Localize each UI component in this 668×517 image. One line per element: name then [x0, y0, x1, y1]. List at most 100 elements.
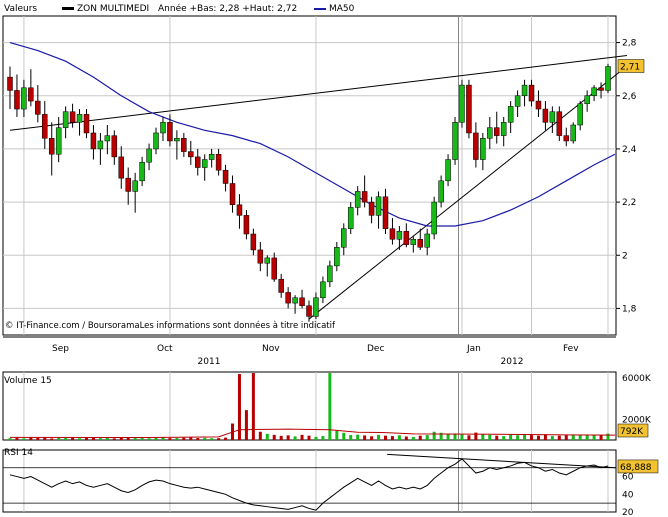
- candle-body: [361, 191, 368, 203]
- candle-body: [125, 177, 131, 192]
- volume-bar: [335, 430, 339, 440]
- candle-body: [480, 138, 486, 160]
- candle-body: [278, 278, 284, 293]
- volume-bar: [377, 434, 381, 440]
- candle-body: [215, 153, 222, 171]
- volume-bar: [293, 436, 297, 440]
- candle-body: [549, 111, 556, 123]
- price-tick-label: 2,8: [622, 39, 637, 49]
- candle-body: [104, 135, 111, 142]
- candle-body: [424, 233, 430, 248]
- volume-bar: [279, 435, 283, 440]
- candle-body: [90, 132, 97, 150]
- volume-bar: [258, 431, 262, 440]
- volume-bar: [71, 437, 75, 440]
- volume-bar: [175, 437, 179, 440]
- volume-bar: [133, 438, 137, 440]
- month-label: Dec: [367, 344, 384, 354]
- candle-body: [146, 148, 152, 163]
- candle-body: [605, 66, 611, 91]
- candle-body: [167, 122, 173, 142]
- volume-bar: [439, 432, 443, 440]
- last-price-badge: [617, 59, 645, 73]
- candle-body: [327, 265, 333, 283]
- rsi-last-label: 68,888: [620, 463, 652, 473]
- candle-body: [403, 231, 410, 245]
- rsi-title: RSI 14: [4, 448, 33, 458]
- volume-bar: [356, 434, 360, 440]
- range-info: Année +Bas: 2,28 +Haut: 2,72: [158, 4, 298, 14]
- candle-body: [417, 239, 424, 248]
- volume-bar: [474, 432, 478, 440]
- volume-bar: [140, 437, 144, 440]
- volume-ma-line: [9, 428, 615, 439]
- volume-bar: [182, 437, 186, 440]
- volume-bar: [119, 437, 123, 440]
- volume-bar: [481, 434, 485, 440]
- candle-body: [556, 111, 563, 136]
- candle-body: [83, 114, 90, 134]
- candle-body: [500, 122, 507, 136]
- volume-bar: [557, 435, 561, 440]
- candle-body: [375, 196, 382, 216]
- candle-body: [257, 249, 264, 264]
- candle-body: [222, 169, 229, 184]
- volume-bar: [404, 436, 408, 440]
- candle-body: [14, 90, 20, 110]
- volume-bar: [112, 438, 116, 440]
- candle-body: [354, 191, 361, 208]
- candle-body: [188, 151, 194, 158]
- candle-body: [493, 127, 500, 136]
- volume-bar: [8, 438, 12, 440]
- volume-bar: [599, 435, 603, 440]
- candle-body: [514, 95, 521, 107]
- rsi-tick-label: 60: [622, 473, 634, 483]
- candle-body: [570, 124, 576, 142]
- volume-bar: [189, 437, 193, 440]
- volume-bar: [523, 434, 527, 440]
- ma-label: MA50: [329, 4, 355, 14]
- candle-body: [528, 84, 535, 102]
- volume-bar: [210, 438, 214, 440]
- candle-body: [382, 196, 389, 229]
- candle-body: [292, 297, 298, 304]
- volume-bar: [196, 438, 200, 440]
- volume-bar: [43, 437, 47, 440]
- volume-bar: [15, 437, 19, 440]
- volume-bar: [300, 434, 304, 440]
- candle-body: [236, 204, 243, 216]
- volume-bar: [321, 436, 325, 440]
- month-label: Oct: [157, 344, 173, 354]
- candle-body: [42, 114, 48, 139]
- volume-bar: [516, 435, 520, 440]
- header-bar: Valeurs: [4, 4, 37, 14]
- candle-body: [313, 297, 319, 317]
- candle-body: [243, 215, 250, 235]
- candle-body: [542, 108, 549, 123]
- candle-body: [62, 111, 69, 128]
- candle-body: [438, 180, 444, 203]
- watermark: © IT-Finance.com / BoursoramaLes informa…: [5, 321, 335, 331]
- volume-bar: [105, 437, 109, 440]
- ma-swatch: [314, 7, 326, 10]
- year-label: 2011: [198, 357, 221, 367]
- volume-bar: [383, 435, 387, 440]
- ma50-line: [9, 42, 616, 227]
- instrument-name: ZON MULTIMEDI: [77, 4, 150, 14]
- volume-bar: [502, 436, 506, 440]
- last-price-label: 2,71: [620, 63, 640, 73]
- panel-frame-2: [2, 449, 617, 513]
- volume-bar: [64, 438, 68, 440]
- candle-body: [598, 87, 604, 91]
- candle-body: [48, 138, 55, 155]
- trendline: [9, 55, 628, 131]
- trendline: [308, 65, 628, 320]
- month-label: Jan: [466, 344, 481, 354]
- candle-body: [97, 140, 104, 150]
- volume-bar: [606, 433, 610, 440]
- volume-bar: [564, 435, 568, 440]
- volume-bar: [585, 435, 589, 440]
- volume-last-badge: [617, 423, 649, 438]
